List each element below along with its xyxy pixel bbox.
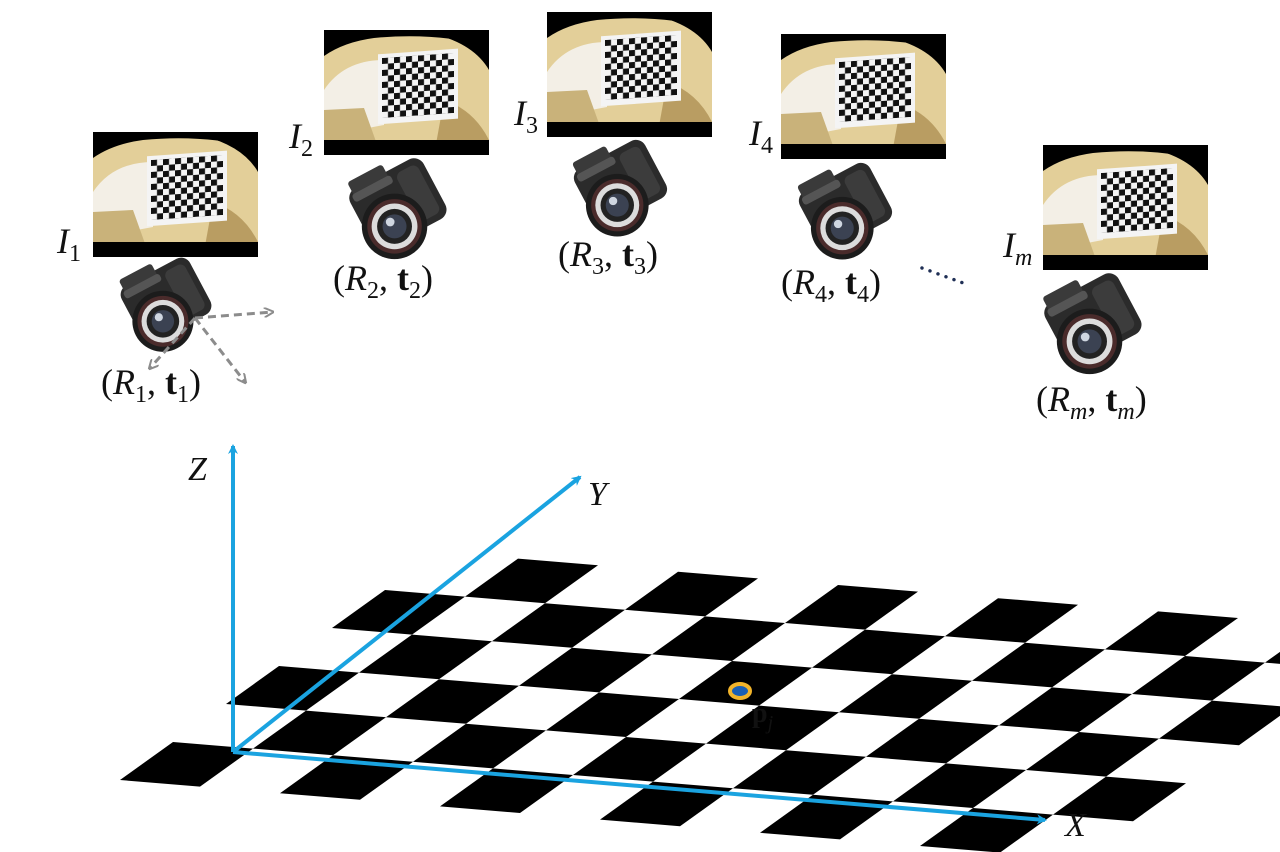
board-square bbox=[465, 558, 598, 604]
board-square bbox=[1265, 651, 1280, 664]
board-square bbox=[785, 585, 918, 630]
calibration-photo-icon bbox=[781, 34, 946, 159]
pose-m-t: t bbox=[1105, 379, 1117, 419]
x-axis-arrow bbox=[232, 750, 1047, 825]
pose-m-r: R bbox=[1047, 379, 1070, 419]
calibration-photo-icon bbox=[547, 12, 712, 137]
pose-1-t: t bbox=[165, 362, 177, 402]
calibration-photo-icon bbox=[93, 132, 258, 257]
pose-1-t-sub: 1 bbox=[177, 382, 189, 408]
image-label-1-main: I bbox=[56, 221, 71, 261]
pose-4-t-sub: 4 bbox=[857, 282, 869, 308]
board-square bbox=[893, 763, 1026, 808]
pose-1-r-sub: 1 bbox=[135, 382, 147, 408]
pose-3-t: t bbox=[622, 234, 634, 274]
camera-icon bbox=[113, 250, 216, 352]
pose-4-t: t bbox=[845, 262, 857, 302]
board-square bbox=[519, 647, 652, 693]
pose-label-4: (R4, t4) bbox=[781, 262, 881, 308]
camera-icon bbox=[566, 132, 671, 237]
board-square bbox=[839, 674, 972, 719]
board-square bbox=[332, 590, 465, 635]
image-label-1-sub: 1 bbox=[69, 241, 81, 267]
ellipsis-dots: ...... bbox=[916, 244, 975, 292]
pose-1-r: R bbox=[112, 362, 135, 402]
z-axis-label: Z bbox=[188, 451, 208, 488]
pose-2-t-sub: 2 bbox=[409, 278, 421, 304]
calibration-photo-icon bbox=[1043, 145, 1208, 270]
image-label-2-main: I bbox=[288, 116, 303, 156]
board-square bbox=[625, 571, 758, 617]
board-square bbox=[652, 616, 785, 661]
image-label-4: I4 bbox=[748, 113, 773, 159]
world-axes: X Y Z bbox=[188, 444, 1087, 844]
pose-4-r-sub: 4 bbox=[815, 282, 827, 308]
pose-label-m: (Rm, tm) bbox=[1036, 379, 1147, 425]
pose-m-r-sub: m bbox=[1070, 399, 1087, 425]
board-square bbox=[1132, 656, 1265, 701]
view-m: Im (Rm, tm) bbox=[1002, 145, 1208, 425]
image-label-3: I3 bbox=[513, 93, 538, 139]
board-square bbox=[280, 755, 413, 800]
point-label-main: p bbox=[752, 698, 768, 729]
view-3: I3 (R3, t3) bbox=[513, 12, 712, 280]
y-axis-label: Y bbox=[588, 476, 610, 513]
point-marker bbox=[728, 682, 752, 700]
image-label-2-sub: 2 bbox=[301, 136, 313, 162]
view-4: I4 (R4, t4) bbox=[748, 34, 946, 308]
board-square bbox=[812, 629, 945, 675]
camera-icon bbox=[1036, 265, 1146, 375]
board-square bbox=[573, 737, 706, 782]
board-square bbox=[999, 687, 1132, 732]
board-square bbox=[733, 750, 866, 795]
board-square bbox=[1053, 776, 1186, 822]
camera-icon bbox=[341, 150, 451, 260]
board-square bbox=[359, 634, 492, 680]
image-label-m: Im bbox=[1002, 225, 1032, 271]
image-label-m-main: I bbox=[1002, 225, 1017, 265]
pose-4-r: R bbox=[792, 262, 815, 302]
point-pj: pj bbox=[728, 682, 774, 734]
image-label-2: I2 bbox=[288, 116, 313, 162]
view-1: I1 (R1, t1) bbox=[56, 132, 272, 408]
image-label-3-sub: 3 bbox=[526, 113, 538, 139]
view-2: I2 (R2, t2) bbox=[288, 30, 489, 304]
board-square bbox=[546, 692, 679, 737]
image-label-4-main: I bbox=[748, 113, 763, 153]
board-square bbox=[1159, 700, 1280, 746]
pose-3-t-sub: 3 bbox=[634, 254, 646, 280]
board-square bbox=[945, 598, 1078, 643]
board-square bbox=[386, 679, 519, 724]
x-axis-label: X bbox=[1063, 807, 1087, 844]
camera-local-axes bbox=[150, 312, 272, 382]
board-square bbox=[413, 723, 546, 769]
pose-2-t: t bbox=[397, 258, 409, 298]
board-square bbox=[1105, 611, 1238, 656]
board-square bbox=[972, 642, 1105, 688]
pose-3-r-sub: 3 bbox=[592, 254, 604, 280]
board-square bbox=[706, 705, 839, 751]
pose-label-1: (R1, t1) bbox=[101, 362, 201, 408]
y-axis-arrow bbox=[231, 475, 582, 754]
image-label-1: I1 bbox=[56, 221, 81, 267]
board-square bbox=[866, 718, 999, 764]
image-label-4-sub: 4 bbox=[761, 133, 773, 159]
board-square bbox=[492, 603, 625, 648]
camera-icon bbox=[791, 155, 896, 260]
pose-2-r-sub: 2 bbox=[367, 278, 379, 304]
pose-2-r: R bbox=[344, 258, 367, 298]
pose-m-t-sub: m bbox=[1117, 399, 1134, 425]
board-square bbox=[253, 710, 386, 756]
pose-3-r: R bbox=[569, 234, 592, 274]
image-label-m-sub: m bbox=[1015, 245, 1032, 271]
board-square bbox=[120, 742, 253, 787]
calibration-photo-icon bbox=[324, 30, 489, 155]
point-label-sub: j bbox=[765, 712, 774, 734]
pose-label-3: (R3, t3) bbox=[558, 234, 658, 280]
image-label-3-main: I bbox=[513, 93, 528, 133]
point-label: pj bbox=[752, 698, 774, 734]
pose-label-2: (R2, t2) bbox=[333, 258, 433, 304]
board-square bbox=[1026, 732, 1159, 777]
